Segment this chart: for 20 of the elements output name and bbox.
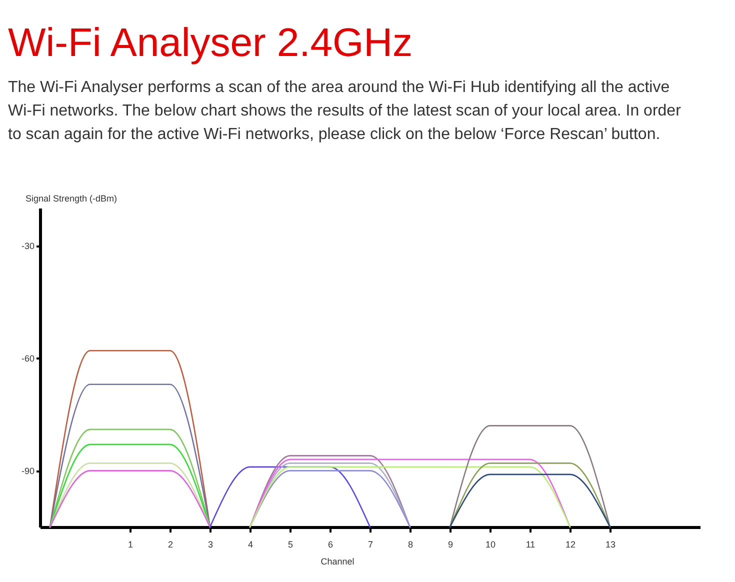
y-tick-label: -60: [21, 354, 34, 364]
x-tick-label: 12: [565, 540, 576, 550]
x-tick-label: 1: [128, 540, 134, 550]
y-tick-label: -90: [21, 466, 34, 476]
x-tick-label: 3: [208, 540, 214, 550]
y-tick-label: -30: [21, 241, 34, 252]
x-tick-label: 9: [448, 540, 454, 550]
x-tick-label: 5: [288, 540, 294, 550]
x-tick-label: 10: [485, 540, 496, 550]
chart-title: Wi-Fi Analyser 2.4GHz: [8, 21, 413, 65]
x-axis-title: Channel: [320, 556, 354, 566]
x-tick-label: 2: [168, 540, 174, 550]
x-tick-label: 8: [408, 540, 414, 550]
chart-subtitle: The Wi-Fi Analyser performs a scan of the area around the Wi-Fi Hub identifying all the active Wi-Fi networks. The below chart shows the results of the latest scan of your local area. In order to scan again for the active Wi-Fi networks, please click on the below ‘Force Rescan’ button.: [8, 79, 682, 143]
x-tick-label: 11: [526, 540, 536, 550]
x-tick-label: 4: [248, 540, 254, 550]
x-tick-label: 7: [368, 540, 374, 550]
x-tick-label: 13: [605, 540, 616, 550]
x-tick-label: 6: [328, 540, 334, 550]
y-axis-title: Signal Strength (-dBm): [26, 194, 118, 204]
